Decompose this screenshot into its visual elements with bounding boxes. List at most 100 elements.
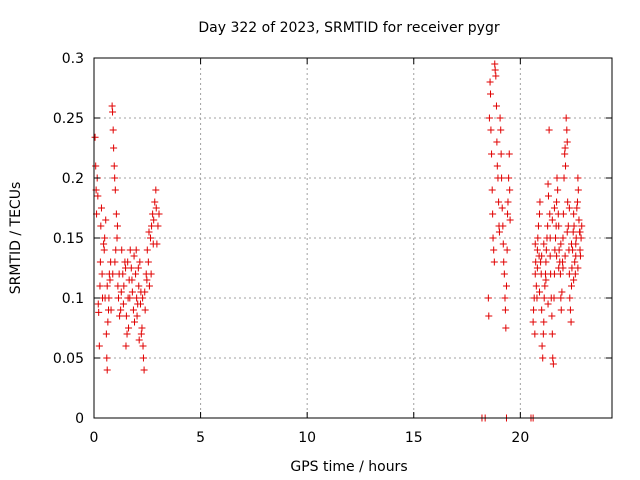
data-point	[574, 186, 582, 194]
data-point	[104, 318, 112, 326]
data-point	[539, 330, 547, 338]
data-point	[122, 312, 130, 320]
data-point	[546, 210, 554, 218]
y-tick-label: 0.15	[53, 231, 84, 247]
data-point	[485, 312, 493, 320]
data-point	[152, 204, 160, 212]
data-point	[556, 270, 564, 278]
data-point	[562, 114, 570, 122]
data-point	[154, 222, 162, 230]
y-tick-label: 0.05	[53, 351, 84, 367]
data-point	[141, 306, 149, 314]
data-point	[570, 276, 578, 284]
data-point	[570, 222, 578, 230]
data-point	[563, 228, 571, 236]
data-point	[131, 318, 139, 326]
data-point	[155, 210, 163, 218]
data-point	[488, 150, 496, 158]
data-point	[555, 222, 563, 230]
data-point	[557, 294, 565, 302]
data-point	[554, 186, 562, 194]
data-point	[544, 222, 552, 230]
data-point	[573, 198, 581, 206]
data-point	[112, 246, 120, 254]
data-point	[101, 294, 109, 302]
data-point	[545, 126, 553, 134]
data-point	[548, 312, 556, 320]
data-point	[111, 174, 119, 182]
data-point	[570, 210, 578, 218]
data-point	[133, 312, 141, 320]
data-point	[95, 308, 103, 316]
data-point	[575, 216, 583, 224]
data-point	[149, 240, 157, 248]
data-point	[125, 324, 133, 332]
data-point	[490, 258, 498, 266]
data-point	[138, 324, 146, 332]
data-point	[533, 264, 541, 272]
data-point	[560, 174, 568, 182]
data-point	[501, 306, 509, 314]
chart-title: Day 322 of 2023, SRMTID for receiver pyg…	[198, 20, 499, 36]
data-point	[109, 126, 117, 134]
data-point	[558, 288, 566, 296]
data-point	[144, 258, 152, 266]
data-point	[112, 210, 120, 218]
data-point	[487, 126, 495, 134]
data-point	[542, 276, 550, 284]
data-point	[492, 102, 500, 110]
data-point	[139, 342, 147, 350]
data-point	[137, 330, 145, 338]
data-point	[559, 210, 567, 218]
data-point	[550, 294, 558, 302]
x-tick-label: 10	[298, 430, 316, 446]
data-point	[553, 252, 561, 260]
data-point	[135, 336, 143, 344]
data-point	[503, 246, 511, 254]
data-point	[113, 222, 121, 230]
data-point	[151, 198, 159, 206]
data-point	[495, 228, 503, 236]
data-point	[495, 198, 503, 206]
data-point	[486, 78, 494, 86]
data-point	[484, 294, 492, 302]
data-point	[531, 240, 539, 248]
y-tick-label: 0.25	[53, 111, 84, 127]
data-point	[552, 234, 560, 242]
data-point	[132, 246, 140, 254]
data-point	[496, 114, 504, 122]
data-point	[544, 180, 552, 188]
data-point	[489, 210, 497, 218]
data-point	[546, 252, 554, 260]
data-point	[98, 270, 106, 278]
data-point	[540, 318, 548, 326]
data-point	[502, 324, 510, 332]
data-point	[531, 270, 539, 278]
data-point	[533, 294, 541, 302]
data-point	[490, 246, 498, 254]
data-point	[497, 126, 505, 134]
data-point	[128, 276, 136, 284]
data-point	[500, 258, 508, 266]
data-point	[130, 252, 138, 260]
data-point	[486, 90, 494, 98]
data-point	[126, 294, 134, 302]
data-point	[563, 138, 571, 146]
data-point	[574, 264, 582, 272]
data-point	[564, 198, 572, 206]
data-point	[134, 264, 142, 272]
data-point	[538, 252, 546, 260]
data-point	[103, 354, 111, 362]
data-point	[123, 330, 131, 338]
data-point	[576, 228, 584, 236]
data-point	[499, 222, 507, 230]
data-point	[553, 174, 561, 182]
data-point	[561, 144, 569, 152]
data-point	[114, 282, 122, 290]
data-point	[96, 258, 104, 266]
data-point	[94, 192, 102, 200]
data-point	[531, 330, 539, 338]
data-point	[136, 300, 144, 308]
data-point	[504, 198, 512, 206]
data-point	[505, 174, 513, 182]
